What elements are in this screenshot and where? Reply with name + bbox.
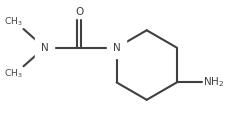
Text: CH$_3$: CH$_3$ (4, 67, 22, 80)
Text: NH$_2$: NH$_2$ (203, 75, 224, 89)
Text: CH$_3$: CH$_3$ (4, 15, 22, 28)
Text: N: N (41, 43, 48, 53)
Text: N: N (113, 43, 121, 53)
Text: O: O (75, 7, 83, 17)
